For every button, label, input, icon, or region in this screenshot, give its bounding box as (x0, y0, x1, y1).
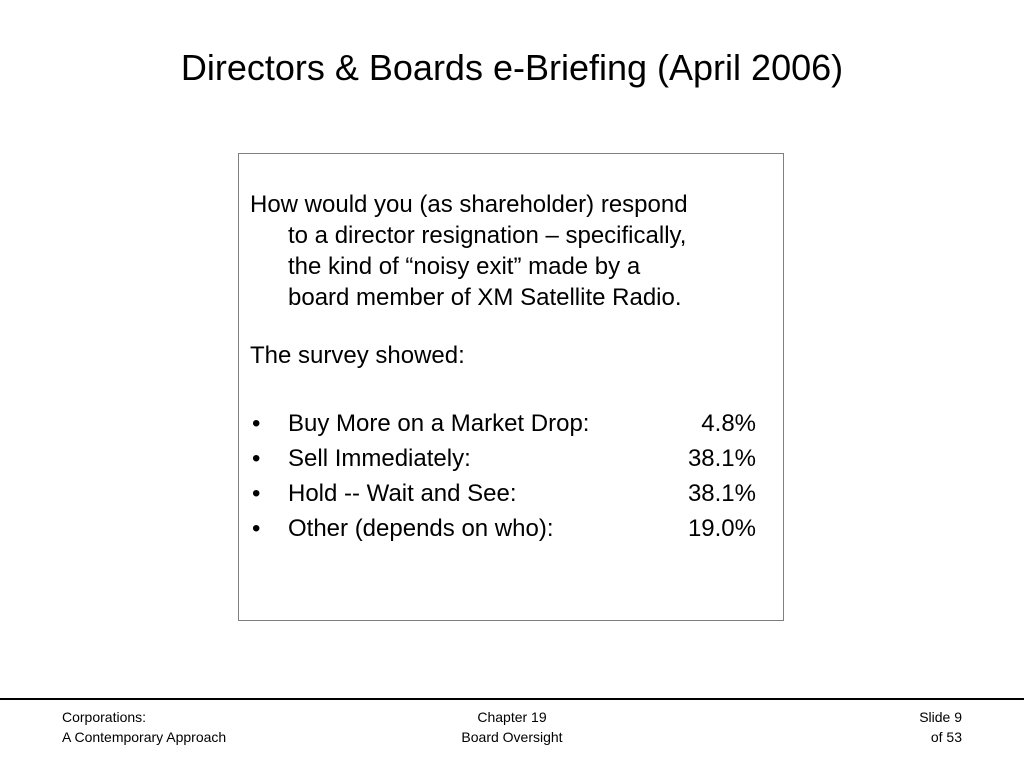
question-line: How would you (as shareholder) respond (250, 191, 688, 218)
footer-chapter: Chapter 19 Board Oversight (412, 707, 612, 747)
result-item: • Buy More on a Market Drop: 4.8% (250, 406, 770, 441)
result-item: • Hold -- Wait and See: 38.1% (250, 476, 770, 511)
bullet-icon: • (252, 480, 261, 507)
survey-label: The survey showed: (250, 342, 465, 369)
result-label: Hold -- Wait and See: (288, 480, 517, 507)
footer-text: of 53 (930, 729, 962, 745)
survey-results-list: • Buy More on a Market Drop: 4.8% • Sell… (250, 406, 770, 546)
slide-title: Directors & Boards e-Briefing (April 200… (180, 47, 844, 88)
result-value: 19.0% (687, 515, 756, 542)
footer-text: Corporations: (62, 709, 147, 725)
result-label: Other (depends on who): (288, 515, 554, 542)
content-box: How would you (as shareholder) respond t… (238, 153, 784, 621)
result-value: 4.8% (701, 410, 756, 437)
footer-text: Chapter 19 (477, 709, 547, 725)
footer-text: Board Oversight (461, 729, 563, 745)
bullet-icon: • (252, 445, 261, 472)
bullet-icon: • (252, 410, 261, 437)
bullet-icon: • (252, 515, 261, 542)
question-line: to a director resignation – specifically… (288, 222, 687, 249)
survey-question: How would you (as shareholder) respond t… (250, 189, 782, 313)
question-line: the kind of “noisy exit” made by a (288, 253, 641, 280)
result-label: Buy More on a Market Drop: (288, 410, 590, 437)
footer-book-title: Corporations: A Contemporary Approach (62, 707, 226, 747)
result-value: 38.1% (687, 445, 756, 472)
footer-slide-number: Slide 9 of 53 (919, 707, 962, 747)
footer-text: A Contemporary Approach (62, 729, 227, 745)
footer-text: Slide 9 (919, 709, 962, 725)
result-label: Sell Immediately: (288, 445, 471, 472)
result-item: • Sell Immediately: 38.1% (250, 441, 770, 476)
footer-divider (0, 698, 1024, 700)
result-item: • Other (depends on who): 19.0% (250, 511, 770, 546)
result-value: 38.1% (687, 480, 756, 507)
question-line: board member of XM Satellite Radio. (288, 284, 682, 311)
